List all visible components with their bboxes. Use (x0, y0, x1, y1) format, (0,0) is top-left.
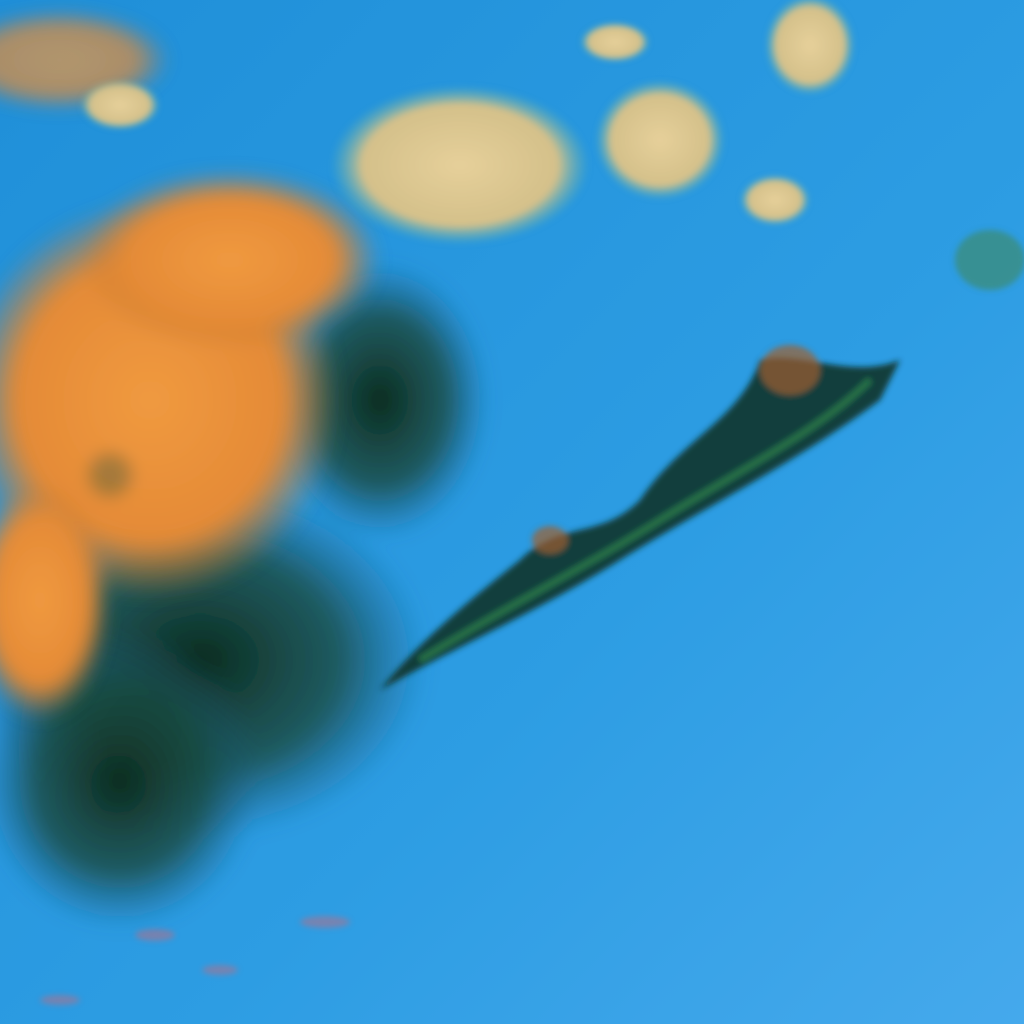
high-cloud-mass (0, 10, 380, 720)
cloud-streak-band (380, 345, 900, 690)
scattered-small-clouds (40, 916, 350, 1005)
low-cloud-patches (80, 0, 1024, 290)
